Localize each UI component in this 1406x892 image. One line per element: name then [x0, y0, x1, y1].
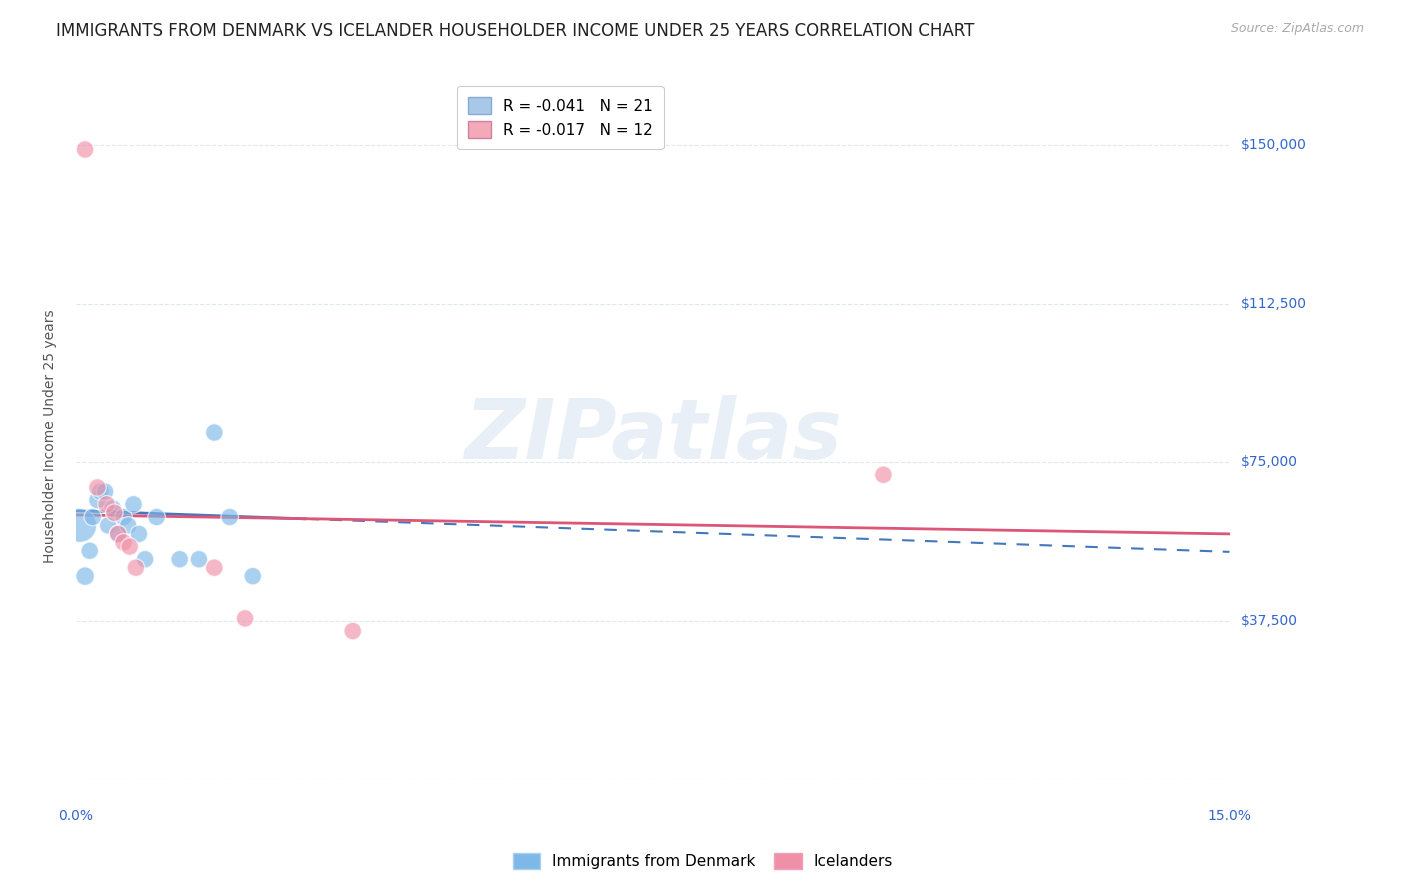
- Point: [118, 540, 141, 554]
- Point: [202, 560, 225, 574]
- Point: [128, 527, 150, 541]
- Point: [122, 497, 145, 511]
- Text: ZIPatlas: ZIPatlas: [464, 395, 842, 476]
- Text: $150,000: $150,000: [1240, 138, 1306, 153]
- Y-axis label: Householder Income Under 25 years: Householder Income Under 25 years: [44, 309, 58, 563]
- Point: [79, 543, 101, 558]
- Point: [187, 552, 209, 566]
- Point: [242, 569, 264, 583]
- Point: [112, 510, 135, 524]
- Point: [97, 518, 120, 533]
- Point: [145, 510, 167, 524]
- Text: $37,500: $37,500: [1240, 614, 1298, 627]
- Point: [86, 493, 108, 508]
- Point: [872, 467, 894, 482]
- Point: [96, 497, 118, 511]
- Text: IMMIGRANTS FROM DENMARK VS ICELANDER HOUSEHOLDER INCOME UNDER 25 YEARS CORRELATI: IMMIGRANTS FROM DENMARK VS ICELANDER HOU…: [56, 22, 974, 40]
- Legend: R = -0.041   N = 21, R = -0.017   N = 12: R = -0.041 N = 21, R = -0.017 N = 12: [457, 87, 664, 149]
- Text: 15.0%: 15.0%: [1208, 809, 1251, 823]
- Point: [89, 484, 111, 499]
- Point: [125, 560, 148, 574]
- Point: [86, 480, 108, 494]
- Point: [101, 501, 124, 516]
- Point: [117, 518, 139, 533]
- Text: $112,500: $112,500: [1240, 297, 1306, 310]
- Point: [75, 143, 97, 157]
- Point: [233, 611, 256, 625]
- Point: [94, 484, 117, 499]
- Point: [169, 552, 191, 566]
- Point: [82, 510, 104, 524]
- Point: [134, 552, 156, 566]
- Point: [202, 425, 225, 440]
- Text: $75,000: $75,000: [1240, 455, 1298, 469]
- Legend: Immigrants from Denmark, Icelanders: Immigrants from Denmark, Icelanders: [506, 847, 900, 875]
- Point: [112, 535, 135, 549]
- Text: 0.0%: 0.0%: [59, 809, 93, 823]
- Point: [103, 506, 125, 520]
- Point: [75, 569, 97, 583]
- Point: [342, 624, 364, 638]
- Point: [107, 527, 129, 541]
- Point: [107, 527, 129, 541]
- Point: [218, 510, 240, 524]
- Text: Source: ZipAtlas.com: Source: ZipAtlas.com: [1230, 22, 1364, 36]
- Point: [69, 518, 91, 533]
